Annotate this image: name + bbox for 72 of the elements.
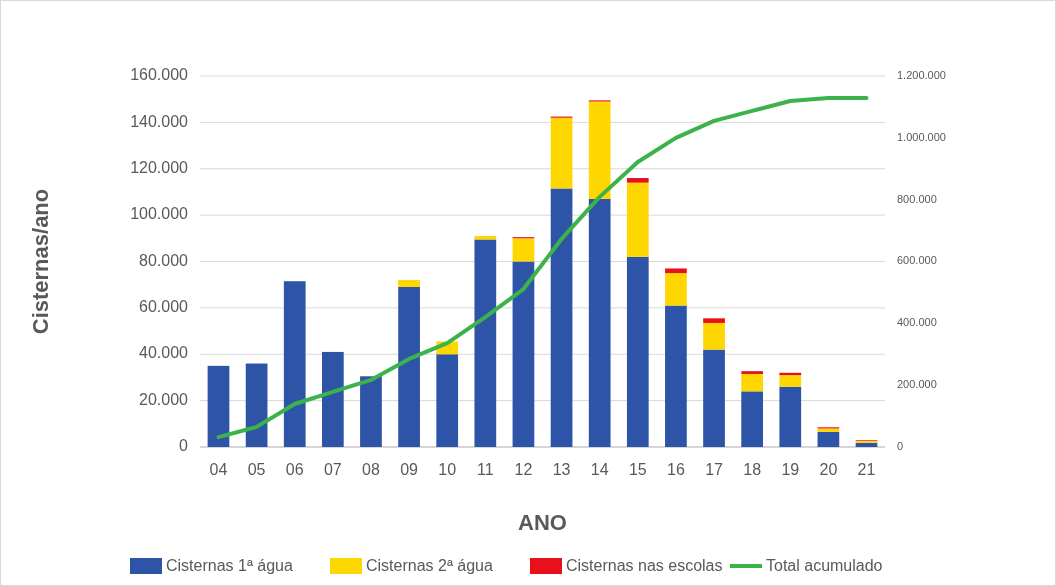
y-tick-label: 80.000 bbox=[139, 251, 189, 269]
y2-tick-label: 200.000 bbox=[897, 378, 937, 391]
x-tick-label: 17 bbox=[705, 461, 724, 478]
bar bbox=[398, 287, 420, 447]
y-tick-label: 100.000 bbox=[130, 205, 189, 223]
x-tick-label: 07 bbox=[323, 461, 342, 478]
y2-tick-label: 0 bbox=[897, 439, 904, 452]
y2-tick-label: 1.200.000 bbox=[897, 68, 946, 81]
x-tick-label: 16 bbox=[667, 461, 685, 478]
legend-label: Cisternas nas escolas bbox=[566, 557, 723, 574]
x-tick-label: 15 bbox=[628, 461, 647, 478]
y-tick-label: 160.000 bbox=[130, 66, 189, 84]
bar bbox=[512, 261, 535, 447]
y-tick-label: 40.000 bbox=[139, 344, 189, 362]
y-tick-label: 60.000 bbox=[139, 298, 189, 316]
bar bbox=[283, 281, 306, 447]
legend-label: Cisternas 1ª água bbox=[166, 557, 293, 574]
legend-label: Cisternas 2ª água bbox=[366, 557, 493, 574]
bar bbox=[207, 365, 230, 447]
x-tick-label: 19 bbox=[781, 461, 800, 478]
x-tick-label: 14 bbox=[590, 461, 609, 478]
bar bbox=[474, 239, 497, 447]
bar bbox=[512, 238, 535, 262]
bar bbox=[703, 318, 725, 323]
x-tick-label: 11 bbox=[477, 461, 494, 478]
bar bbox=[550, 188, 573, 447]
bar bbox=[665, 305, 687, 447]
y-tick-label: 0 bbox=[179, 437, 189, 455]
x-tick-label: 05 bbox=[247, 461, 266, 478]
x-tick-label: 12 bbox=[514, 461, 533, 478]
line-series bbox=[216, 95, 869, 440]
x-tick-label: 08 bbox=[362, 461, 380, 478]
x-tick-label: 10 bbox=[438, 461, 457, 478]
bar bbox=[741, 373, 764, 392]
y2-tick-label: 400.000 bbox=[897, 316, 937, 329]
y2-tick-label: 800.000 bbox=[897, 192, 937, 205]
x-tick-label: 04 bbox=[209, 461, 228, 478]
bar bbox=[665, 268, 687, 274]
x-tick-label: 21 bbox=[857, 461, 876, 478]
y2-tick-label: 1.000.000 bbox=[897, 130, 946, 143]
bar bbox=[626, 182, 649, 257]
bar bbox=[741, 371, 764, 374]
legend-label: Total acumulado bbox=[766, 557, 883, 574]
x-tick-label: 20 bbox=[819, 461, 838, 478]
bar bbox=[626, 256, 649, 447]
bar bbox=[779, 386, 802, 447]
x-tick-label: 13 bbox=[552, 461, 571, 478]
bar bbox=[436, 354, 459, 447]
bar bbox=[779, 375, 802, 387]
bar bbox=[588, 101, 611, 199]
y-axis-title: Cisternas/ano bbox=[28, 188, 53, 335]
y-tick-label: 20.000 bbox=[139, 390, 189, 408]
bar bbox=[817, 431, 840, 447]
bar bbox=[360, 376, 382, 447]
bar bbox=[245, 363, 268, 447]
x-tick-label: 06 bbox=[285, 461, 304, 478]
bar bbox=[665, 273, 687, 306]
bar bbox=[550, 117, 573, 189]
bar bbox=[588, 198, 611, 447]
bar bbox=[703, 349, 725, 447]
x-tick-label: 18 bbox=[743, 461, 762, 478]
bar bbox=[626, 178, 649, 183]
bar bbox=[398, 280, 420, 288]
x-axis-title: ANO bbox=[518, 510, 567, 535]
bar bbox=[703, 322, 725, 350]
y2-tick-label: 600.000 bbox=[897, 254, 937, 267]
y-tick-label: 120.000 bbox=[130, 158, 189, 176]
bar bbox=[321, 351, 344, 447]
x-tick-label: 09 bbox=[400, 461, 419, 478]
y-tick-label: 140.000 bbox=[130, 112, 189, 130]
bar bbox=[741, 391, 764, 447]
bar bbox=[855, 442, 878, 447]
